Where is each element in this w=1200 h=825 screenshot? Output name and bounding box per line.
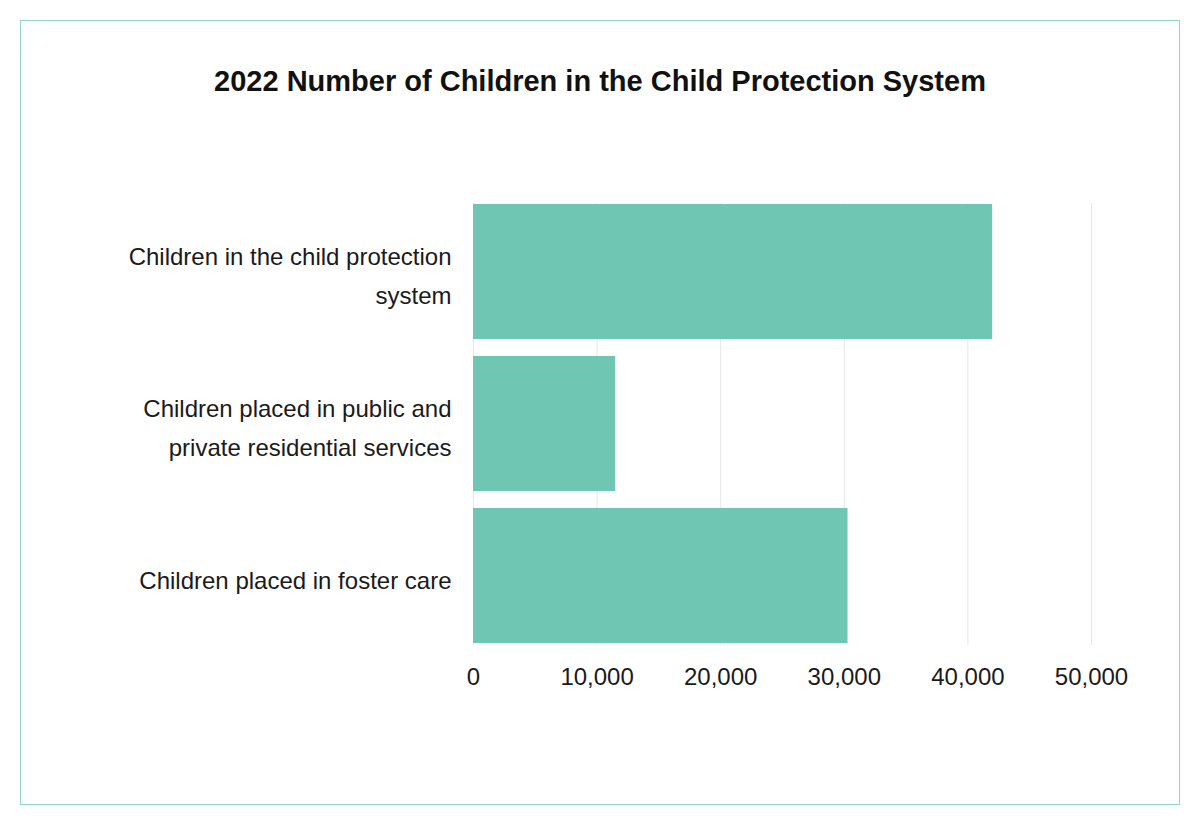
svg-text:Children placed in foster care: Children placed in foster care (139, 567, 451, 594)
svg-text:0: 0 (467, 663, 480, 690)
svg-text:20,000: 20,000 (684, 663, 757, 690)
svg-text:10,000: 10,000 (560, 663, 633, 690)
svg-text:40,000: 40,000 (931, 663, 1004, 690)
svg-text:30,000: 30,000 (808, 663, 881, 690)
svg-text:50,000: 50,000 (1055, 663, 1128, 690)
svg-text:Children in the child protecti: Children in the child protectionsystem (129, 243, 452, 310)
svg-text:Children placed in public andp: Children placed in public andprivate res… (143, 395, 451, 462)
html-text:2022 Number of Children in the: 2022 Number of Children in the Child Pro… (214, 65, 986, 97)
